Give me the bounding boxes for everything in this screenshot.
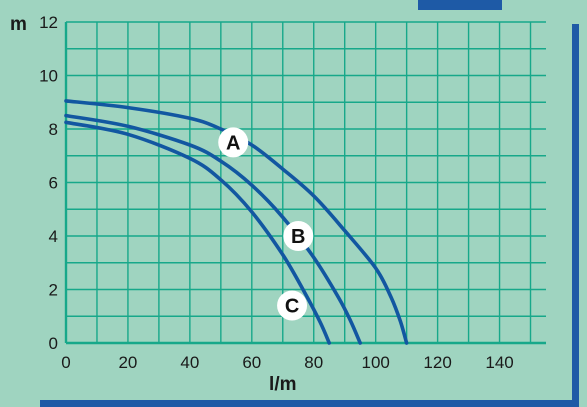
curve-label-badge-c (277, 290, 308, 321)
curve-label-c: C (285, 296, 299, 318)
series-line-b (64, 113, 362, 345)
x-tick-label: 80 (304, 353, 323, 372)
series-line-a (64, 99, 409, 345)
curve-label-b: B (291, 226, 305, 248)
x-tick-label: 120 (423, 353, 451, 372)
x-axis-title: l/m (269, 374, 296, 395)
y-tick-label: 10 (39, 67, 58, 86)
curve-label-a: A (226, 132, 240, 154)
y-tick-label: 0 (49, 334, 58, 353)
series-curves (64, 99, 409, 345)
x-tick-label: 0 (61, 353, 70, 372)
x-tick-label: 140 (485, 353, 513, 372)
y-tick-label: 12 (39, 13, 58, 32)
y-tick-label: 4 (49, 227, 58, 246)
series-line-c (64, 120, 331, 345)
x-tick-label: 20 (118, 353, 137, 372)
curve-label-badge-b (283, 221, 314, 251)
x-tick-label: 100 (361, 353, 389, 372)
y-axis-title: m (10, 14, 27, 35)
y-tick-label: 6 (49, 174, 58, 193)
y-tick-label: 2 (49, 281, 58, 300)
frame-bottom-border (40, 400, 579, 407)
x-tick-label: 40 (180, 353, 199, 372)
curve-label-badge-a (218, 127, 249, 158)
x-tick-label: 60 (242, 353, 261, 372)
grid (64, 21, 546, 345)
y-tick-label: 8 (49, 120, 58, 139)
frame-right-border (572, 24, 579, 407)
curve-labels: A B C (218, 127, 314, 321)
corner-tab (418, 0, 502, 10)
